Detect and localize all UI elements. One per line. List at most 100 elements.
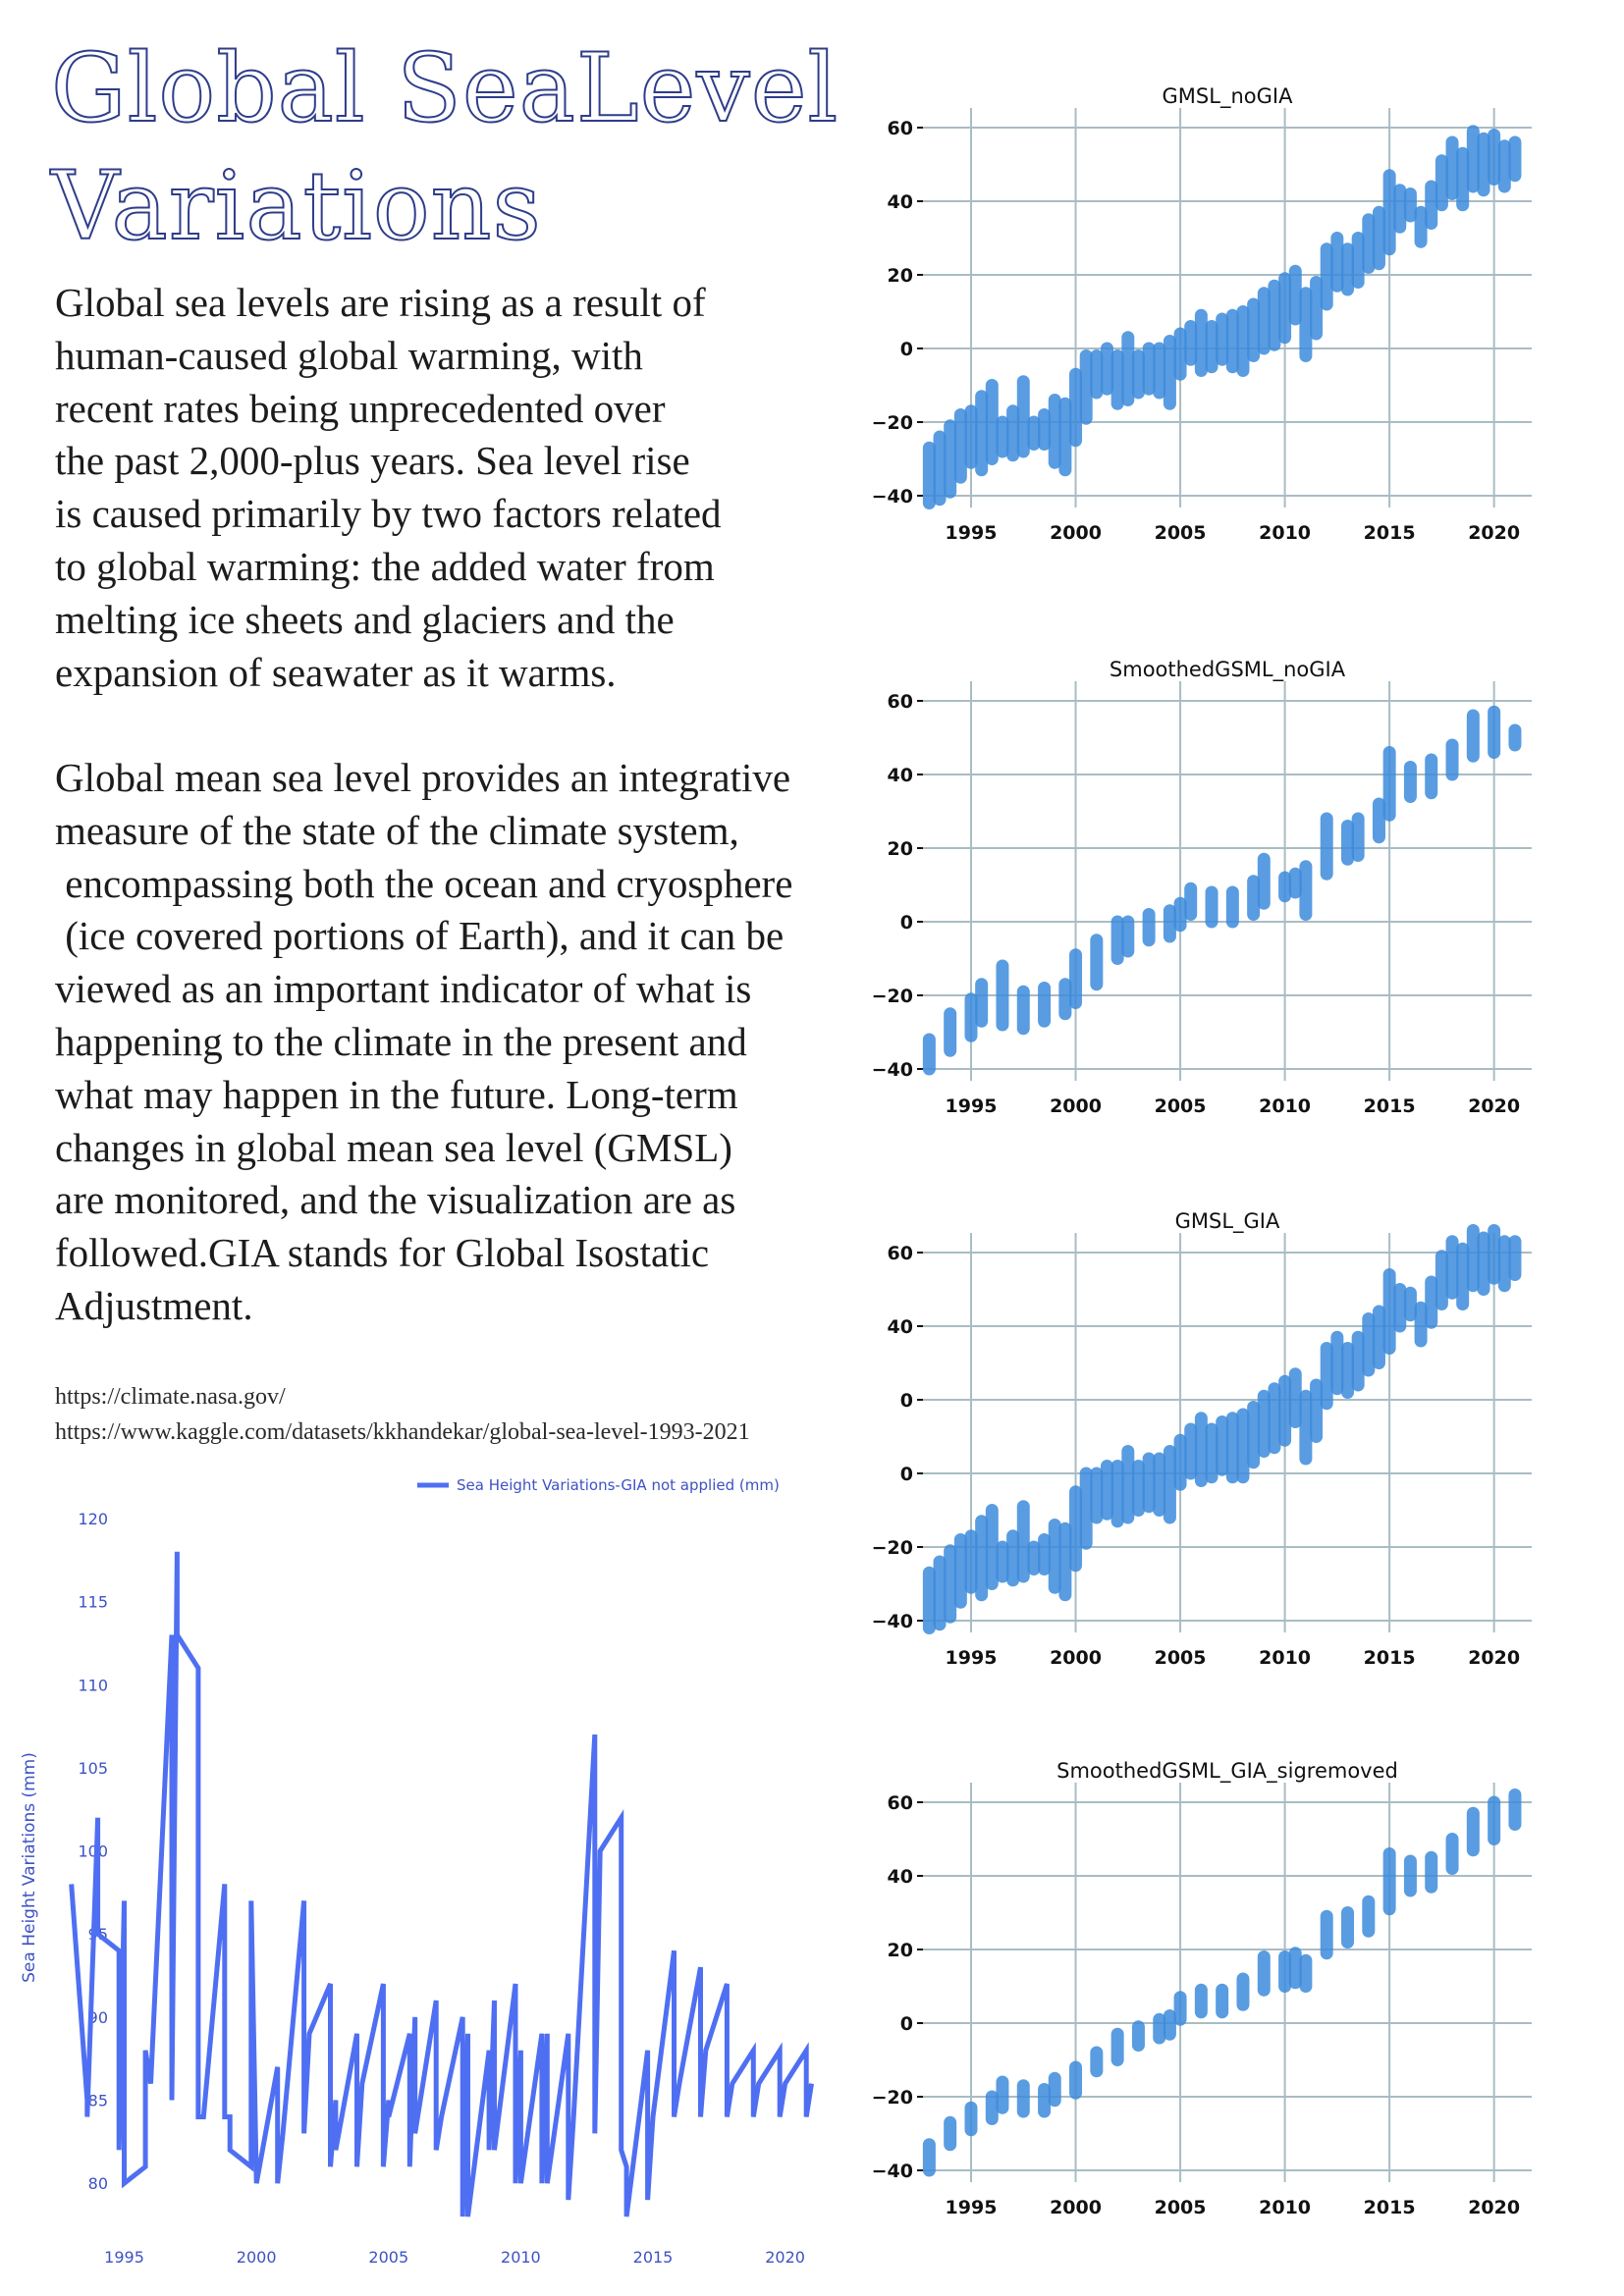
text-line: measure of the state of the climate syst… <box>55 807 739 853</box>
title-line-2: Variations <box>50 150 542 262</box>
xtick-label: 2015 <box>633 2248 674 2267</box>
xtick-label: 2020 <box>1468 522 1520 544</box>
chart-title: GMSL_noGIA <box>1163 84 1294 109</box>
y-axis-label: Sea Height Variations (mm) <box>20 1752 39 1983</box>
xtick-label: 1995 <box>946 1647 998 1669</box>
ytick-label: 110 <box>78 1676 108 1694</box>
chart-title: SmoothedGSML_noGIA <box>1110 658 1346 682</box>
text-line: are monitored, and the visualization are… <box>55 1177 736 1223</box>
page-title: Global SeaLevel Variations <box>50 29 839 265</box>
text-line: recent rates being unprecedented over <box>55 385 666 431</box>
source-link-nasa[interactable]: https://climate.nasa.gov/ <box>55 1384 286 1410</box>
xtick-label: 2020 <box>1468 1647 1520 1669</box>
ytick-label: −20 <box>872 412 913 434</box>
ytick-label: 40 <box>888 765 913 786</box>
chart-title: SmoothedGSML_GIA_sigremoved <box>1056 1759 1398 1784</box>
xtick-label: 1995 <box>946 522 998 544</box>
xtick-label: 1995 <box>946 1095 998 1117</box>
ytick-label: −20 <box>872 986 913 1007</box>
ytick-label: 60 <box>888 691 913 713</box>
legend-label: Sea Height Variations-GIA not applied (m… <box>457 1476 780 1494</box>
text-line: to global warming: the added water from <box>55 543 715 589</box>
xtick-label: 2015 <box>1364 2197 1416 2218</box>
xtick-label: 2010 <box>501 2248 541 2267</box>
text-line: followed.GIA stands for Global Isostatic <box>55 1230 710 1276</box>
gmsl-paragraph: Global mean sea level provides an integr… <box>55 752 792 1333</box>
intro-paragraph: Global sea levels are rising as a result… <box>55 277 722 699</box>
xtick-label: 1995 <box>104 2248 144 2267</box>
ytick-label: 40 <box>888 1866 913 1888</box>
xtick-label: 2010 <box>1259 2197 1311 2218</box>
ytick-label: −40 <box>872 2161 913 2182</box>
ytick-label: 120 <box>78 1510 108 1528</box>
ytick-label: −40 <box>872 486 913 507</box>
xtick-label: 1995 <box>946 2197 998 2218</box>
xtick-label: 2015 <box>1364 1095 1416 1117</box>
text-line: Global sea levels are rising as a result… <box>55 280 706 325</box>
text-line: happening to the climate in the present … <box>55 1018 747 1064</box>
title-line-1: Global SeaLevel <box>50 32 839 144</box>
text-line: (ice covered portions of Earth), and it … <box>55 913 785 959</box>
text-line: changes in global mean sea level (GMSL) <box>55 1124 732 1170</box>
ytick-label: 20 <box>888 1940 913 1961</box>
xtick-label: 2005 <box>1155 2197 1207 2218</box>
ytick-label: −40 <box>872 1611 913 1632</box>
chart-smoothed-gsml-gia-sigremoved: SmoothedGSML_GIA_sigremoved 60 40 20 0 −20 −40… <box>872 1759 1532 2218</box>
text-line: Adjustment. <box>55 1282 253 1328</box>
chart-smoothed-gsml-nogia: SmoothedGSML_noGIA 60 40 20 0 −20 −40 1995 2000 2… <box>872 658 1532 1117</box>
chart-gmsl-nogia: GMSL_noGIA 60 40 20 0 −20 −40 1995 2000 2005 2010 2… <box>872 84 1532 544</box>
text-line: expansion of seawater as it warms. <box>55 649 617 695</box>
ytick-label: 85 <box>88 2092 108 2110</box>
chart-gmsl-gia: GMSL_GIA 60 40 0 0 −20 −40 1995 2000 2005 2010 2015… <box>872 1209 1532 1669</box>
xtick-label: 2005 <box>1155 522 1207 544</box>
ytick-label: −20 <box>872 1537 913 1559</box>
ytick-label: −20 <box>872 2087 913 2109</box>
source-link-kaggle[interactable]: https://www.kaggle.com/datasets/kkhandek… <box>55 1419 750 1445</box>
ytick-label: 0 <box>900 912 913 934</box>
xtick-label: 2005 <box>368 2248 408 2267</box>
chart-title: GMSL_GIA <box>1175 1209 1280 1234</box>
text-line: the past 2,000-plus years. Sea level ris… <box>55 438 690 484</box>
xtick-label: 2000 <box>1050 1647 1102 1669</box>
text-line: what may happen in the future. Long-term <box>55 1071 738 1117</box>
xtick-label: 2020 <box>1468 2197 1520 2218</box>
xtick-label: 2000 <box>1050 2197 1102 2218</box>
ytick-label: 105 <box>78 1759 108 1778</box>
ytick-label: 20 <box>888 265 913 287</box>
ytick-label: 20 <box>888 838 913 860</box>
text-line: Global mean sea level provides an integr… <box>55 755 791 800</box>
xtick-label: 2020 <box>765 2248 805 2267</box>
ytick-label: 60 <box>888 1792 913 1814</box>
ytick-label: 115 <box>78 1593 108 1612</box>
xtick-label: 2000 <box>237 2248 277 2267</box>
ytick-label: 60 <box>888 118 913 139</box>
ytick-label: 0 <box>900 1464 913 1485</box>
xtick-label: 2005 <box>1155 1647 1207 1669</box>
xtick-label: 2010 <box>1259 1647 1311 1669</box>
series-line <box>69 1551 814 2217</box>
text-line: is caused primarily by two factors relat… <box>55 491 722 537</box>
ytick-label: 40 <box>888 191 913 213</box>
xtick-label: 2010 <box>1259 1095 1311 1117</box>
text-line: encompassing both the ocean and cryosphe… <box>55 860 793 906</box>
xtick-label: 2015 <box>1364 1647 1416 1669</box>
ytick-label: 0 <box>900 1390 913 1412</box>
xtick-label: 2005 <box>1155 1095 1207 1117</box>
text-line: melting ice sheets and glaciers and the <box>55 596 675 642</box>
xtick-label: 2020 <box>1468 1095 1520 1117</box>
xtick-label: 2010 <box>1259 522 1311 544</box>
source-links: https://climate.nasa.gov/ https://www.ka… <box>55 1379 750 1450</box>
ytick-label: 80 <box>88 2174 108 2193</box>
text-line: human-caused global warming, with <box>55 332 643 378</box>
ytick-label: 0 <box>900 2013 913 2035</box>
ytick-label: 40 <box>888 1316 913 1338</box>
xtick-label: 2015 <box>1364 522 1416 544</box>
ytick-label: 0 <box>900 339 913 360</box>
ytick-label: 100 <box>78 1842 108 1861</box>
ytick-label: −40 <box>872 1059 913 1081</box>
text-line: viewed as an important indicator of what… <box>55 966 752 1012</box>
xtick-label: 2000 <box>1050 1095 1102 1117</box>
ytick-label: 60 <box>888 1243 913 1264</box>
xtick-label: 2000 <box>1050 522 1102 544</box>
